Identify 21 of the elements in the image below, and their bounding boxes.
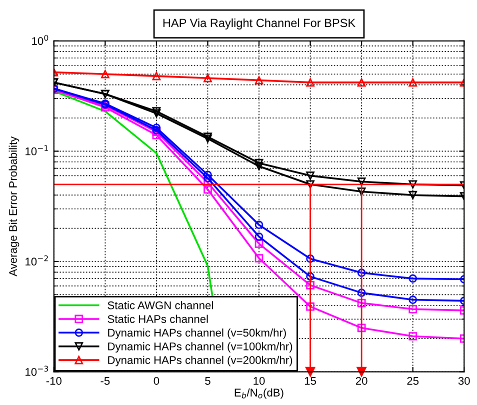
x-tick-label: 30 <box>458 376 470 385</box>
x-tick-label: -10 <box>46 376 62 385</box>
y-axis-title: Average Bit Error Probability <box>8 136 20 276</box>
legend-label: Dynamic HAPs channel (v=50km/hr) <box>108 328 286 339</box>
y-tick-label: 10$^{−1}$ <box>26 145 48 156</box>
legend-label: Static AWGN channel <box>108 301 213 310</box>
chart-title: HAP Via Raylight Channel For BPSK <box>163 18 356 30</box>
y-tick-label: 10$^{0}$ <box>32 34 48 45</box>
legend-label: Static HAPs channel <box>108 314 208 323</box>
x-axis-title: E$_{b}$/N$_{o}$(dB) <box>234 388 284 399</box>
legend-label: Dynamic HAPs channel (v=100km/hr) <box>108 342 292 353</box>
x-tick-label: -5 <box>100 377 110 385</box>
x-tick-label: 20 <box>356 376 368 385</box>
x-tick-label: 5 <box>205 377 210 385</box>
y-tick-label: 10$^{−2}$ <box>26 255 48 266</box>
x-tick-label: 25 <box>407 376 419 385</box>
legend-label: Dynamic HAPs channel (v=200km/hr) <box>108 356 292 366</box>
y-tick-label: 10$^{−3}$ <box>26 366 48 376</box>
x-tick-label: 15 <box>304 377 316 385</box>
x-tick-label: 10 <box>254 376 265 385</box>
x-tick-label: 0 <box>154 376 160 385</box>
